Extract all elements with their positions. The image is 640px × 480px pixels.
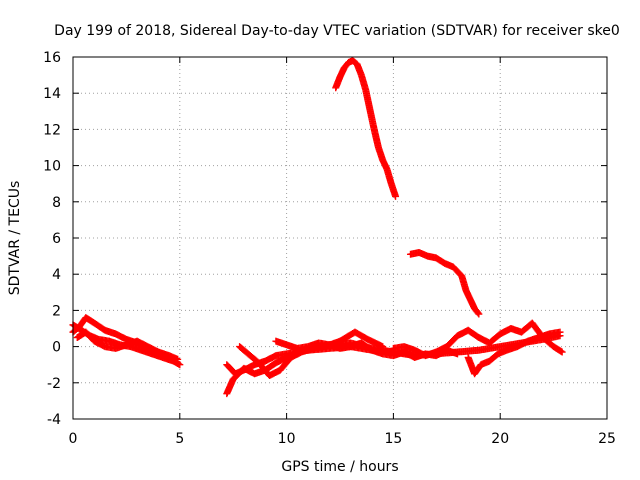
y-tick-label: 4 xyxy=(52,267,61,283)
data-point xyxy=(392,192,400,200)
x-tick-label: 10 xyxy=(278,431,296,447)
x-tick-label: 20 xyxy=(491,431,509,447)
x-tick-label: 0 xyxy=(69,431,78,447)
data-point xyxy=(174,355,182,363)
data-point xyxy=(176,361,184,369)
x-tick-label: 25 xyxy=(598,431,616,447)
series-arc-3 xyxy=(332,57,400,200)
series-arc-2f xyxy=(464,328,564,378)
axis-ticks: 0 5 10 15 20 25 -4 -2 0 2 4 6 8 10 12 14 16 xyxy=(43,50,616,447)
y-tick-label: -4 xyxy=(47,412,61,428)
y-tick-label: 6 xyxy=(52,231,61,247)
y-tick-label: 10 xyxy=(43,159,61,175)
y-tick-label: 14 xyxy=(43,86,61,102)
y-tick-label: 0 xyxy=(52,340,61,356)
series-arc-1c xyxy=(73,328,182,363)
data-point xyxy=(475,310,483,318)
y-tick-label: 12 xyxy=(43,122,61,138)
data-points xyxy=(69,57,566,398)
y-tick-label: 8 xyxy=(52,195,61,211)
y-tick-label: -2 xyxy=(47,376,61,392)
data-point xyxy=(474,309,482,317)
x-axis-label: GPS time / hours xyxy=(281,459,398,475)
data-point xyxy=(558,348,566,356)
data-point xyxy=(379,343,387,351)
y-tick-label: 2 xyxy=(52,303,61,319)
x-tick-label: 15 xyxy=(384,431,402,447)
series-arc-4 xyxy=(406,248,483,318)
data-point xyxy=(556,328,564,336)
grid-lines xyxy=(73,57,607,419)
series-arc-2e xyxy=(389,319,566,360)
y-tick-label: 16 xyxy=(43,50,61,66)
chart-title: Day 199 of 2018, Sidereal Day-to-day VTE… xyxy=(54,23,620,39)
x-tick-label: 5 xyxy=(175,431,184,447)
data-point xyxy=(453,350,461,358)
y-axis-label: SDTVAR / TECUs xyxy=(7,181,23,296)
